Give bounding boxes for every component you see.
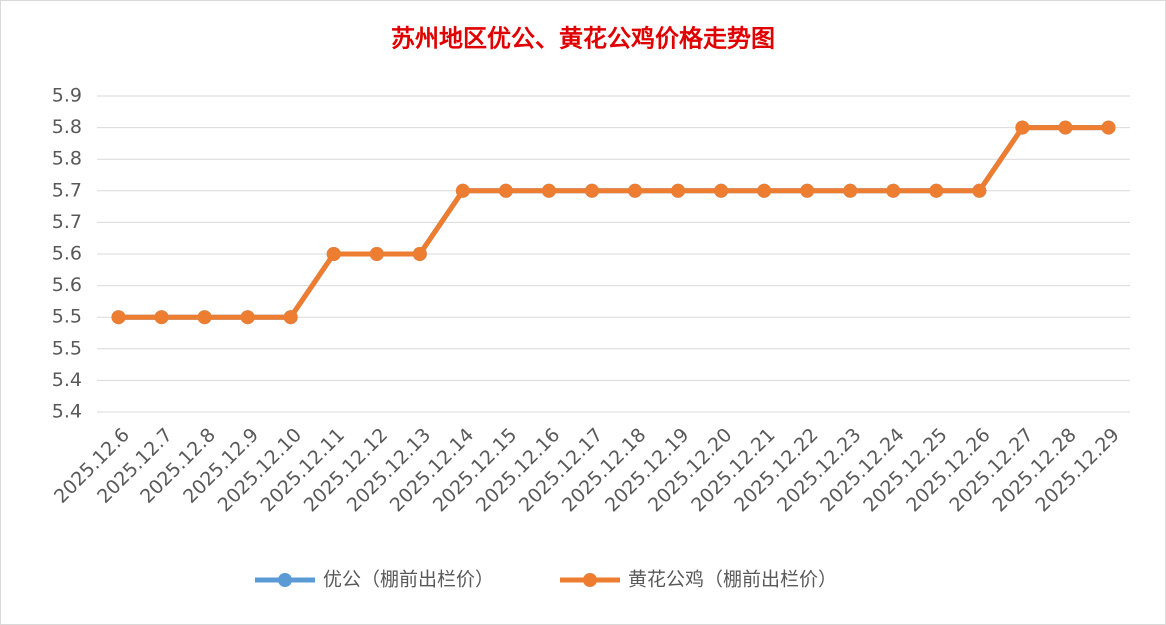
point [111, 310, 126, 325]
point [455, 183, 470, 198]
legend-marker [278, 573, 292, 587]
point [800, 183, 815, 198]
point [1058, 120, 1073, 135]
point [757, 183, 772, 198]
y-tick-label: 5.9 [52, 85, 82, 107]
y-tick-label: 5.4 [52, 369, 82, 391]
point [369, 247, 384, 261]
y-tick-label: 5.7 [52, 211, 82, 233]
point [412, 247, 427, 261]
y-tick-label: 5.6 [52, 274, 82, 296]
point [541, 183, 556, 198]
point [326, 247, 341, 261]
point [154, 310, 169, 325]
legend-label: 优公（棚前出栏价） [323, 569, 494, 591]
point [628, 183, 643, 198]
point [929, 183, 944, 198]
y-tick-label: 5.6 [52, 243, 82, 265]
point [197, 310, 212, 325]
point [498, 183, 513, 198]
legend-label: 黄花公鸡（棚前出栏价） [628, 569, 837, 591]
y-tick-label: 5.8 [52, 116, 82, 138]
y-tick-label: 5.7 [52, 179, 82, 201]
point [1015, 120, 1030, 135]
point [972, 183, 987, 198]
point [671, 183, 686, 198]
chart-title: 苏州地区优公、黄花公鸡价格走势图 [391, 24, 775, 53]
series-line [118, 125, 1109, 320]
point [843, 183, 858, 198]
y-tick-label: 5.5 [52, 306, 82, 328]
legend-marker [583, 573, 597, 587]
point [886, 183, 901, 198]
point [1101, 120, 1116, 135]
point [240, 310, 255, 325]
point [584, 183, 599, 198]
y-tick-label: 5.4 [52, 401, 82, 423]
y-tick-label: 5.5 [52, 337, 82, 359]
point [283, 310, 298, 325]
y-tick-label: 5.8 [52, 148, 82, 170]
point [714, 183, 729, 198]
